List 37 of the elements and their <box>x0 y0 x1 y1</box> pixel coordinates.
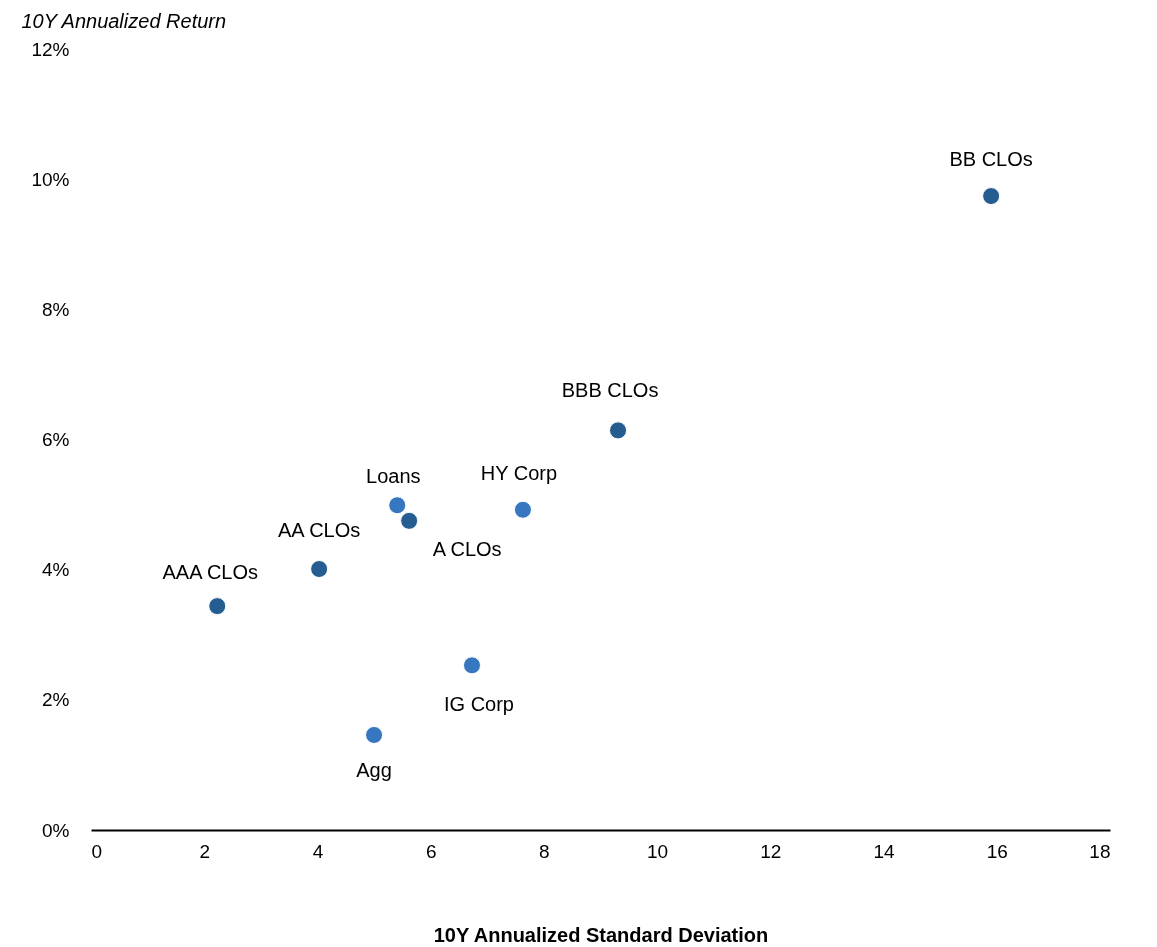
series-label: AA CLOs <box>278 519 361 542</box>
series-label: IG Corp <box>443 693 515 716</box>
x-tick-label: 16 <box>986 840 1008 862</box>
x-tick-label: 0 <box>91 840 103 862</box>
y-tick-label: 0% <box>42 819 70 841</box>
point <box>388 496 407 515</box>
point <box>310 560 329 579</box>
x-tick-label: 4 <box>312 840 324 862</box>
y-tick-label: 8% <box>42 298 70 320</box>
x-tick-label: 12 <box>760 840 782 862</box>
point <box>365 725 384 744</box>
point <box>982 187 1001 206</box>
series-label: Loans <box>366 465 421 488</box>
series-label: AAA CLOs <box>162 561 259 584</box>
series-label: HY Corp <box>480 461 558 484</box>
y-axis-title: 10Y Annualized Return <box>21 9 227 32</box>
y-tick-label: 10% <box>31 168 70 190</box>
x-tick-label: 8 <box>539 840 550 862</box>
point <box>513 500 532 519</box>
point <box>609 421 628 440</box>
point <box>208 597 227 616</box>
x-axis-title: 10Y Annualized Standard Deviation <box>433 923 769 946</box>
series-label: BB CLOs <box>949 148 1033 171</box>
y-tick-label: 4% <box>42 559 70 581</box>
point <box>400 511 419 530</box>
series-label: BBB CLOs <box>561 379 659 402</box>
y-tick-label: 12% <box>31 38 70 60</box>
x-tick-label: 18 <box>1089 840 1111 862</box>
x-tick-label: 2 <box>199 840 211 862</box>
y-tick-label: 6% <box>42 429 70 450</box>
series-label: A CLOs <box>432 537 502 560</box>
point <box>462 656 482 675</box>
x-tick-label: 14 <box>873 840 896 862</box>
y-tick-label: 2% <box>42 689 70 711</box>
series-label: Agg <box>356 758 392 781</box>
x-tick-label: 6 <box>425 840 437 862</box>
x-tick-label: 10 <box>647 840 669 862</box>
